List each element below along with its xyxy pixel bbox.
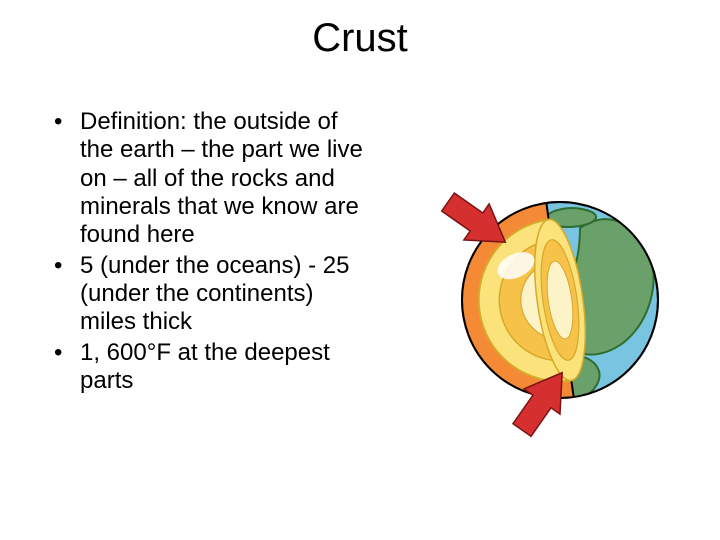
earth-layers-diagram <box>430 130 690 430</box>
bullet-item: 5 (under the oceans) - 25 (under the con… <box>54 252 364 337</box>
body-text: Definition: the outside of the earth – t… <box>54 108 364 397</box>
slide: Crust Definition: the outside of the ear… <box>0 0 720 540</box>
earth-layers-svg <box>430 130 690 450</box>
bullet-item: 1, 600°F at the deepest parts <box>54 339 364 396</box>
bullet-list: Definition: the outside of the earth – t… <box>54 108 364 395</box>
bullet-item: Definition: the outside of the earth – t… <box>54 108 364 250</box>
slide-title: Crust <box>0 16 720 61</box>
